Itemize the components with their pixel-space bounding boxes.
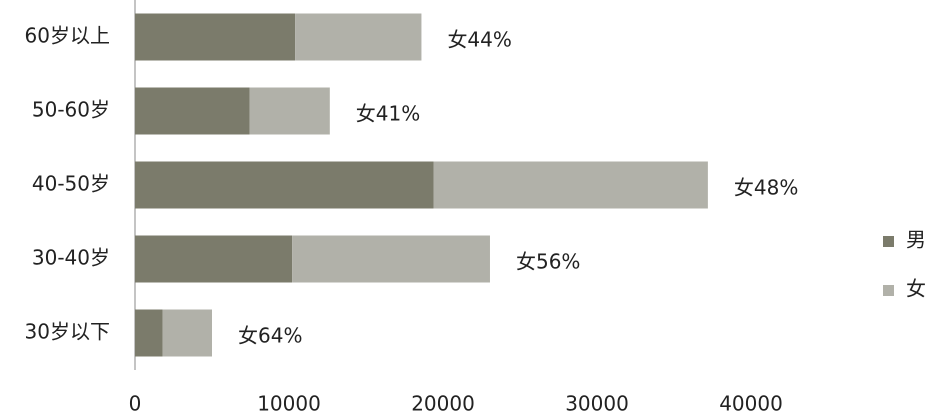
x-tick-label: 0	[129, 392, 142, 414]
y-tick-label: 30岁以下	[25, 320, 110, 344]
x-tick-label: 40000	[719, 392, 783, 414]
bar-annotation: 女56%	[516, 250, 580, 274]
y-tick-label: 60岁以上	[25, 24, 110, 48]
bar	[249, 87, 330, 135]
x-tick-label: 30000	[565, 392, 629, 414]
legend-label: 女	[906, 277, 926, 301]
bar	[135, 235, 293, 283]
bar	[135, 309, 163, 357]
bar	[292, 235, 490, 283]
y-tick-label: 40-50岁	[32, 172, 110, 196]
legend-label: 男	[906, 228, 926, 252]
legend-swatch	[883, 285, 894, 296]
bar	[162, 309, 212, 357]
x-tick-label: 20000	[411, 392, 475, 414]
bar	[295, 13, 422, 61]
bar-annotation: 女48%	[734, 176, 798, 200]
bar	[135, 161, 434, 209]
bar-annotation: 女41%	[356, 102, 420, 126]
x-tick-label: 10000	[257, 392, 321, 414]
legend-swatch	[883, 236, 894, 247]
y-tick-label: 50-60岁	[32, 98, 110, 122]
bar	[135, 13, 296, 61]
bar-annotation: 女44%	[447, 28, 511, 52]
bar	[135, 87, 250, 135]
bar-annotation: 女64%	[238, 324, 302, 348]
bar	[433, 161, 708, 209]
y-tick-label: 30-40岁	[32, 246, 110, 270]
